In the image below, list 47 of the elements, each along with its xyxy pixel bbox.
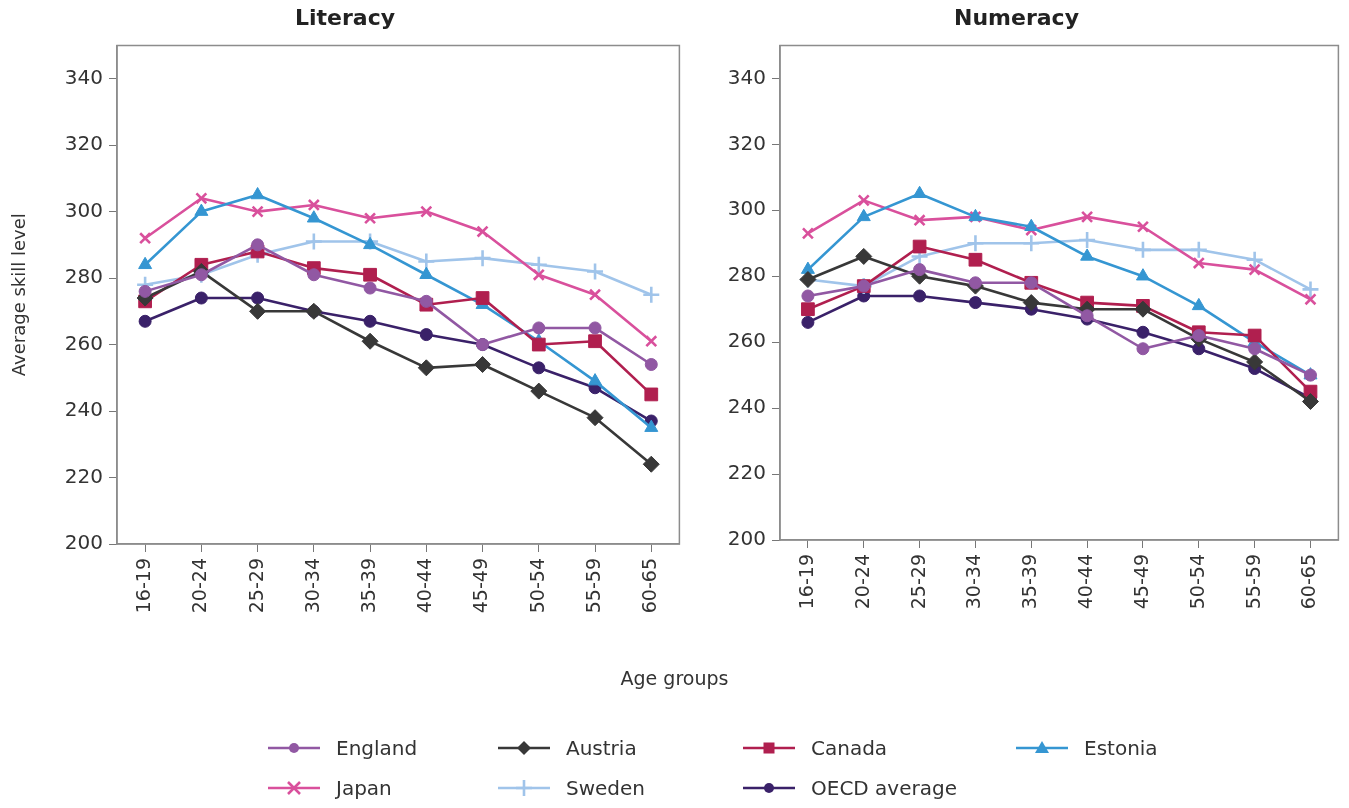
x-tick-label: 40-44 <box>413 558 436 614</box>
y-tick-label: 260 <box>727 328 766 353</box>
x-tick-label: 35-39 <box>1018 554 1041 610</box>
x-tick-label: 60-65 <box>638 558 661 614</box>
x-tick-label: 60-65 <box>1297 554 1320 610</box>
x-axis-title: Age groups <box>619 667 730 689</box>
legend-label: Japan <box>336 776 392 800</box>
y-tick-label: 280 <box>727 262 766 287</box>
y-tick-label: 200 <box>64 530 103 555</box>
legend-label: England <box>336 736 418 760</box>
x-tick-label: 50-54 <box>525 558 548 614</box>
x-tick-label: 16-19 <box>132 558 155 614</box>
x-tick-label: 55-59 <box>1241 554 1264 610</box>
y-axis-title: Average skill level <box>8 213 30 377</box>
legend-label: Estonia <box>1084 736 1158 760</box>
y-tick-label: 340 <box>727 64 766 89</box>
x-tick-label: 35-39 <box>357 558 380 614</box>
x-tick-label: 25-29 <box>244 558 267 614</box>
legend-label: Canada <box>811 736 888 760</box>
x-tick-label: 25-29 <box>906 554 929 610</box>
y-tick-label: 240 <box>727 394 766 419</box>
y-tick-label: 320 <box>64 131 103 156</box>
x-tick-label: 30-34 <box>962 554 985 610</box>
x-tick-label: 50-54 <box>1185 554 1208 610</box>
x-tick-label: 55-59 <box>581 558 604 614</box>
y-tick-label: 240 <box>64 397 103 422</box>
legend-label: Austria <box>566 736 637 760</box>
legend-label: Sweden <box>566 776 646 800</box>
y-tick-label: 340 <box>64 64 103 89</box>
y-tick-label: 320 <box>727 130 766 155</box>
x-tick-label: 20-24 <box>850 554 873 610</box>
chart-title: Literacy <box>294 4 396 30</box>
y-tick-label: 220 <box>727 460 766 485</box>
x-tick-label: 16-19 <box>794 554 817 610</box>
y-tick-label: 220 <box>64 463 103 488</box>
y-tick-label: 300 <box>727 196 766 221</box>
x-tick-label: 45-49 <box>1129 554 1152 610</box>
chart-title: Numeracy <box>954 4 1079 30</box>
y-tick-label: 200 <box>727 526 766 551</box>
x-tick-label: 30-34 <box>300 558 323 614</box>
x-tick-label: 20-24 <box>188 558 211 614</box>
x-tick-label: 45-49 <box>469 558 492 614</box>
y-tick-label: 300 <box>64 197 103 222</box>
y-tick-label: 260 <box>64 330 103 355</box>
y-tick-label: 280 <box>64 264 103 289</box>
legend-label: OECD average <box>811 776 957 800</box>
x-tick-label: 40-44 <box>1074 554 1097 610</box>
